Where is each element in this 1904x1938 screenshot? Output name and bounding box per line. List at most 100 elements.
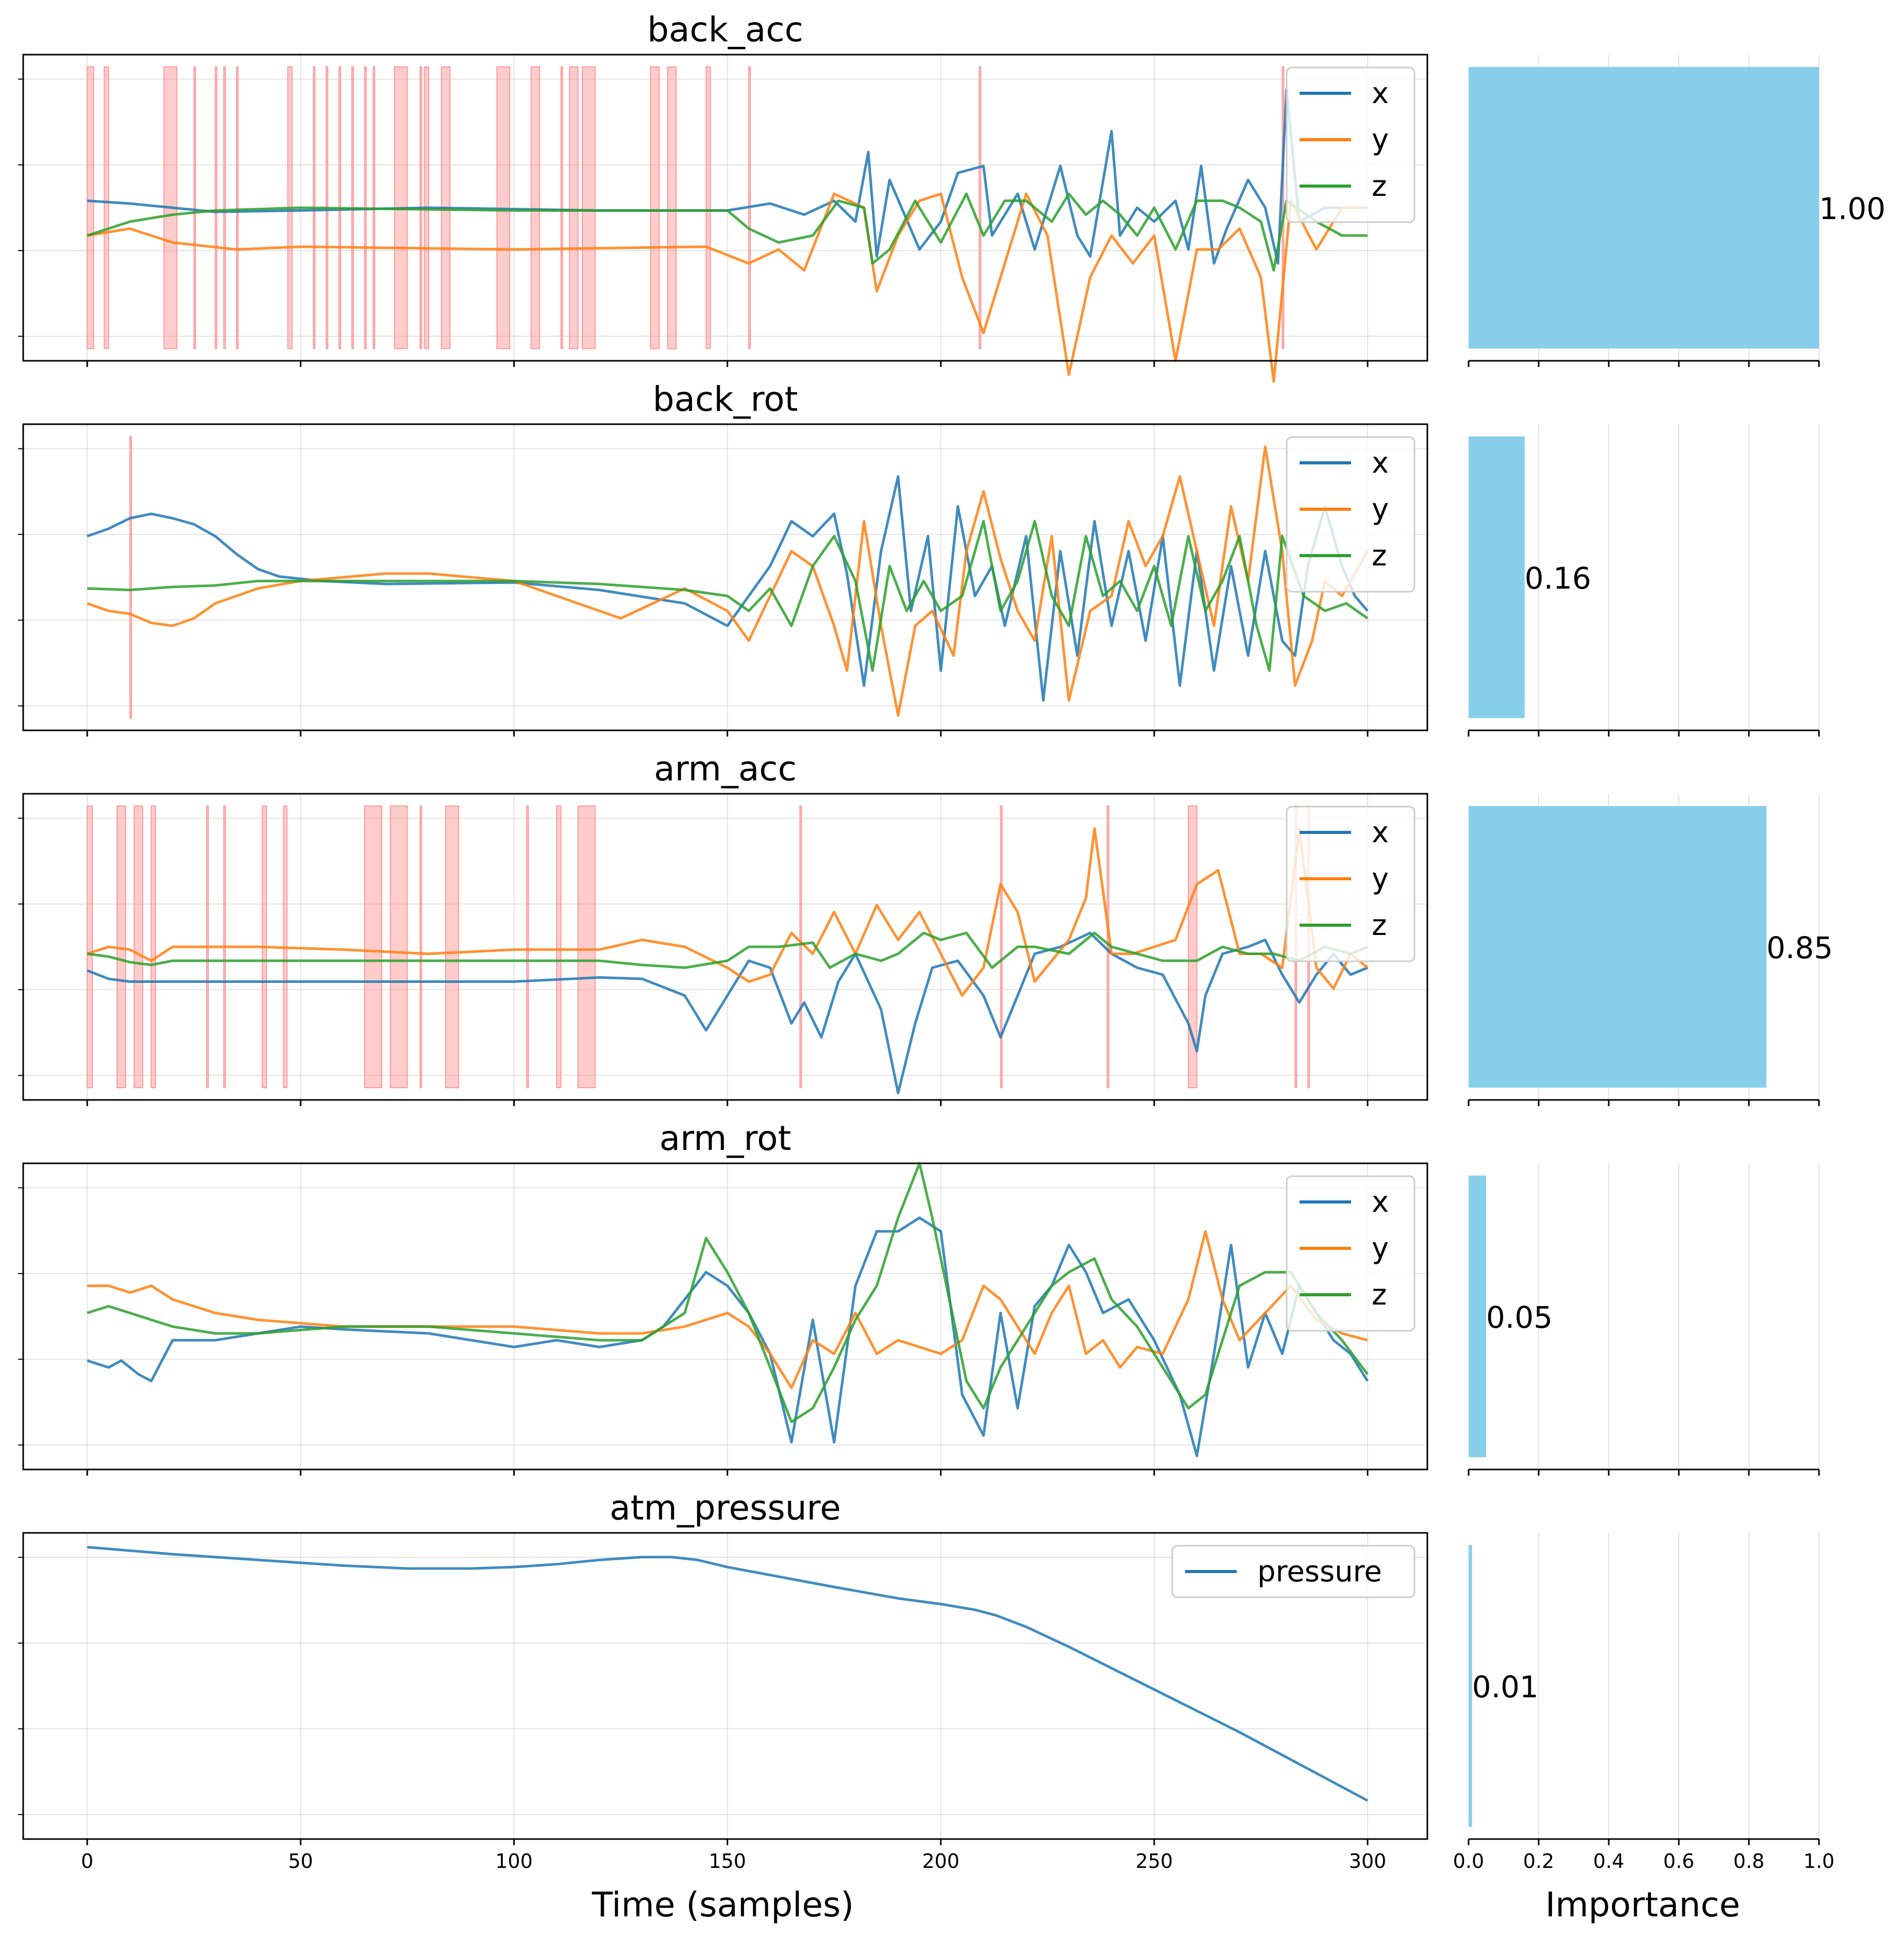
- panel-title: atm_pressure: [610, 1488, 841, 1528]
- highlight-region: [390, 805, 408, 1089]
- highlight-region: [223, 66, 226, 349]
- importance-tick-label: 0.0: [1453, 1850, 1484, 1873]
- importance-value-label: 0.01: [1472, 1669, 1539, 1705]
- legend: pressure: [1171, 1545, 1416, 1598]
- series-line-x: [87, 475, 1369, 702]
- legend: xyz: [1286, 436, 1416, 593]
- series-line-pressure: [87, 1546, 1369, 1802]
- panel-title: arm_rot: [660, 1118, 791, 1158]
- highlight-region: [1000, 805, 1003, 1089]
- legend-label-y: y: [1372, 1232, 1389, 1265]
- importance-panel: 0.16: [1468, 424, 1820, 737]
- x-tick-label: 250: [1136, 1850, 1173, 1873]
- highlight-region: [705, 66, 711, 349]
- legend-box: [1286, 66, 1416, 223]
- legend-label-x: x: [1372, 1185, 1389, 1219]
- series-line-z: [87, 931, 1368, 969]
- panel-title: back_rot: [653, 379, 798, 419]
- importance-panel: 0.01 0.0 0.2 0.4 0.6 0.8 1.0: [1453, 1533, 1834, 1873]
- importance-panel: 0.85: [1468, 794, 1833, 1106]
- importance-bar: [1469, 806, 1766, 1088]
- legend-label-x: x: [1372, 77, 1389, 110]
- highlight-region: [979, 66, 982, 349]
- importance-bar: [1469, 66, 1819, 349]
- importance-tick-label: 1.0: [1804, 1850, 1834, 1873]
- legend-label-z: z: [1372, 909, 1387, 942]
- panel-title: back_acc: [647, 10, 803, 49]
- highlight-region: [526, 805, 529, 1089]
- highlight-region: [667, 66, 677, 349]
- highlight-region: [133, 805, 143, 1089]
- highlight-region: [556, 805, 562, 1089]
- highlight-region: [445, 805, 459, 1089]
- legend-label-y: y: [1372, 493, 1389, 526]
- legend-label-z: z: [1372, 170, 1387, 203]
- importance-tick-label: 0.6: [1663, 1850, 1694, 1873]
- panels-layer: back_accxyz1.00back_rotxyz0.16arm_accxyz…: [18, 10, 1885, 1873]
- importance-value-label: 0.85: [1766, 930, 1833, 965]
- axes-frame: [22, 793, 1428, 1101]
- legend-box: [1171, 1545, 1416, 1598]
- importance-tick-label: 0.8: [1733, 1850, 1764, 1873]
- panel-title: arm_acc: [654, 749, 797, 789]
- importance-bar: [1469, 1175, 1486, 1458]
- importance-tick-label: 0.4: [1593, 1850, 1624, 1873]
- panel-atm_pressure: atm_pressure 0 50 100 150 200 250 300 pressure 0.…: [18, 1488, 1834, 1873]
- x-tick-label: 200: [922, 1850, 960, 1873]
- legend-label-pressure: pressure: [1257, 1555, 1382, 1589]
- importance-panel: 1.00: [1468, 55, 1885, 367]
- series-line-y: [87, 192, 1368, 383]
- importance-value-label: 1.00: [1819, 191, 1885, 226]
- axes-frame: [22, 54, 1428, 362]
- legend-label-z: z: [1372, 1278, 1387, 1312]
- highlight-region: [650, 66, 660, 349]
- highlight-region: [419, 805, 423, 1089]
- time-axis-label: Time (samples): [592, 1885, 854, 1925]
- x-tick-label: 50: [288, 1850, 313, 1873]
- highlight-region: [799, 805, 802, 1089]
- legend: xyz: [1286, 806, 1416, 962]
- series-line-z: [87, 520, 1369, 672]
- highlight-region: [87, 805, 93, 1089]
- highlight-region: [129, 436, 132, 719]
- axes-frame: [22, 1162, 1428, 1471]
- highlight-region: [582, 66, 596, 349]
- highlight-region: [1282, 66, 1285, 349]
- legend-box: [1286, 436, 1416, 593]
- highlight-region: [193, 66, 196, 349]
- axes-frame: [22, 1532, 1428, 1840]
- axes-frame: [22, 423, 1428, 731]
- importance-value-label: 0.05: [1486, 1300, 1553, 1335]
- x-tick-label: 0: [81, 1850, 93, 1873]
- highlight-region: [364, 805, 382, 1089]
- legend-label-y: y: [1372, 123, 1389, 157]
- legend-box: [1286, 806, 1416, 962]
- legend-label-y: y: [1372, 862, 1389, 896]
- x-tick-label: 300: [1349, 1850, 1387, 1873]
- highlight-region: [214, 66, 217, 349]
- highlight-region: [236, 66, 239, 349]
- highlight-region: [560, 66, 563, 349]
- x-tick-label: 150: [709, 1850, 746, 1873]
- highlight-region: [87, 66, 94, 349]
- importance-bar: [1469, 1545, 1472, 1827]
- series-line-z: [87, 192, 1368, 272]
- importance-panel: 0.05: [1468, 1163, 1820, 1476]
- highlight-region: [569, 66, 579, 349]
- importance-axis-label: Importance: [1545, 1885, 1740, 1925]
- highlight-region: [150, 805, 156, 1089]
- legend-label-z: z: [1372, 539, 1387, 573]
- importance-value-label: 0.16: [1525, 561, 1591, 596]
- legend: xyz: [1286, 66, 1416, 223]
- importance-tick-label: 0.2: [1523, 1850, 1554, 1873]
- highlight-region: [530, 66, 541, 349]
- legend-label-x: x: [1372, 446, 1389, 480]
- legend-box: [1286, 1175, 1416, 1332]
- series-line-x: [87, 1216, 1369, 1458]
- series-line-z: [87, 1162, 1369, 1424]
- highlight-region: [1106, 805, 1109, 1089]
